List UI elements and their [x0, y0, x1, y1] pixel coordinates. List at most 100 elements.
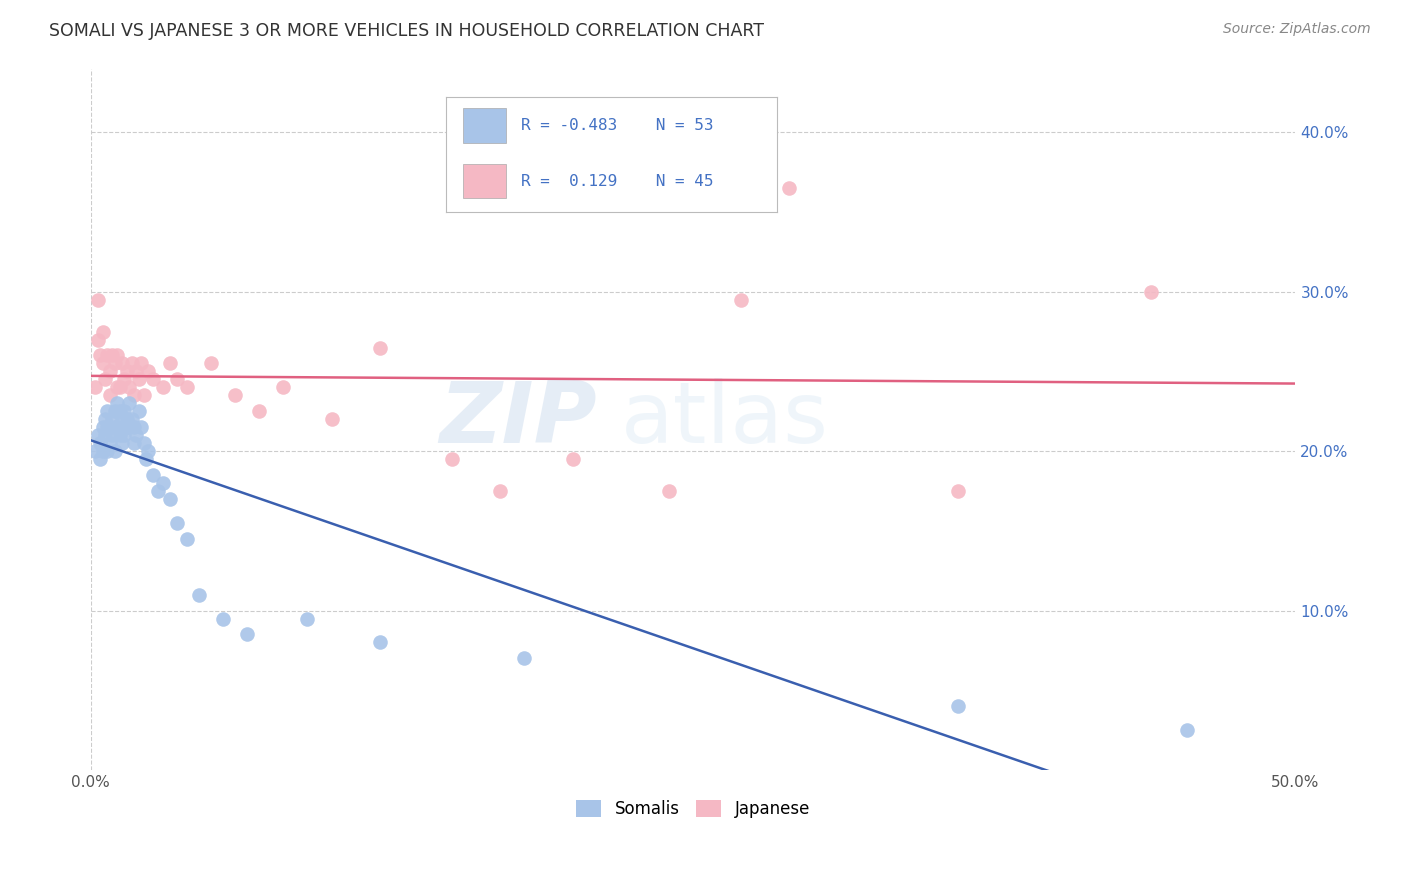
Text: ZIP: ZIP	[439, 377, 596, 461]
Point	[104, 420, 127, 434]
Point	[321, 412, 343, 426]
Point	[96, 420, 118, 434]
Point	[212, 611, 235, 625]
Point	[132, 436, 155, 450]
Point	[946, 483, 969, 498]
Text: SOMALI VS JAPANESE 3 OR MORE VEHICLES IN HOUSEHOLD CORRELATION CHART: SOMALI VS JAPANESE 3 OR MORE VEHICLES IN…	[49, 22, 765, 40]
Point	[489, 483, 512, 498]
Point	[118, 396, 141, 410]
Point	[368, 635, 391, 649]
Point	[125, 428, 148, 442]
Point	[115, 412, 138, 426]
Point	[1175, 723, 1198, 738]
Point	[115, 364, 138, 378]
Point	[441, 452, 464, 467]
Point	[108, 404, 131, 418]
Point	[104, 444, 127, 458]
Point	[112, 404, 135, 418]
Point	[224, 388, 246, 402]
Point	[138, 364, 160, 378]
Point	[104, 404, 127, 418]
Point	[84, 380, 107, 394]
Point	[87, 428, 110, 442]
Point	[91, 325, 114, 339]
Point	[101, 349, 124, 363]
Point	[125, 364, 148, 378]
Point	[89, 452, 111, 467]
Point	[135, 452, 157, 467]
Point	[118, 420, 141, 434]
Text: atlas: atlas	[620, 377, 828, 461]
Point	[778, 181, 800, 195]
Point	[132, 388, 155, 402]
Point	[111, 412, 134, 426]
Point	[273, 380, 295, 394]
Point	[730, 293, 752, 307]
Point	[142, 468, 165, 483]
Point	[87, 293, 110, 307]
Point	[176, 380, 198, 394]
Point	[108, 428, 131, 442]
Point	[112, 372, 135, 386]
Point	[166, 516, 188, 530]
Point	[89, 349, 111, 363]
Point	[142, 372, 165, 386]
Point	[91, 420, 114, 434]
Point	[84, 444, 107, 458]
Point	[166, 372, 188, 386]
Point	[129, 420, 152, 434]
Point	[200, 356, 222, 370]
Point	[101, 428, 124, 442]
Point	[946, 699, 969, 714]
Point	[368, 341, 391, 355]
Point	[111, 436, 134, 450]
Point	[561, 452, 583, 467]
Point	[108, 380, 131, 394]
Point	[96, 349, 118, 363]
Point	[98, 420, 121, 434]
Point	[121, 356, 143, 370]
Point	[98, 388, 121, 402]
Point	[98, 436, 121, 450]
Point	[94, 372, 117, 386]
Point	[96, 404, 118, 418]
Point	[89, 436, 111, 450]
Point	[146, 483, 169, 498]
Point	[98, 364, 121, 378]
Point	[236, 627, 259, 641]
Point	[105, 420, 128, 434]
Point	[128, 404, 150, 418]
Point	[129, 356, 152, 370]
Point	[105, 380, 128, 394]
Point	[247, 404, 270, 418]
Point	[104, 356, 127, 370]
Point	[94, 428, 117, 442]
Point	[105, 349, 128, 363]
Point	[87, 333, 110, 347]
Point	[91, 444, 114, 458]
Point	[118, 380, 141, 394]
Point	[101, 412, 124, 426]
Point	[658, 483, 681, 498]
Point	[115, 420, 138, 434]
Point	[159, 356, 181, 370]
Point	[91, 356, 114, 370]
Point	[122, 420, 145, 434]
Point	[159, 491, 181, 506]
Point	[297, 611, 319, 625]
Point	[138, 444, 160, 458]
Point	[111, 356, 134, 370]
Point	[176, 532, 198, 546]
Point	[94, 412, 117, 426]
Point	[96, 444, 118, 458]
Text: Source: ZipAtlas.com: Source: ZipAtlas.com	[1223, 22, 1371, 37]
Point	[121, 412, 143, 426]
Point	[112, 428, 135, 442]
Point	[1140, 285, 1163, 299]
Point	[122, 388, 145, 402]
Point	[105, 396, 128, 410]
Point	[152, 380, 174, 394]
Point	[513, 651, 536, 665]
Point	[188, 588, 211, 602]
Point	[122, 436, 145, 450]
